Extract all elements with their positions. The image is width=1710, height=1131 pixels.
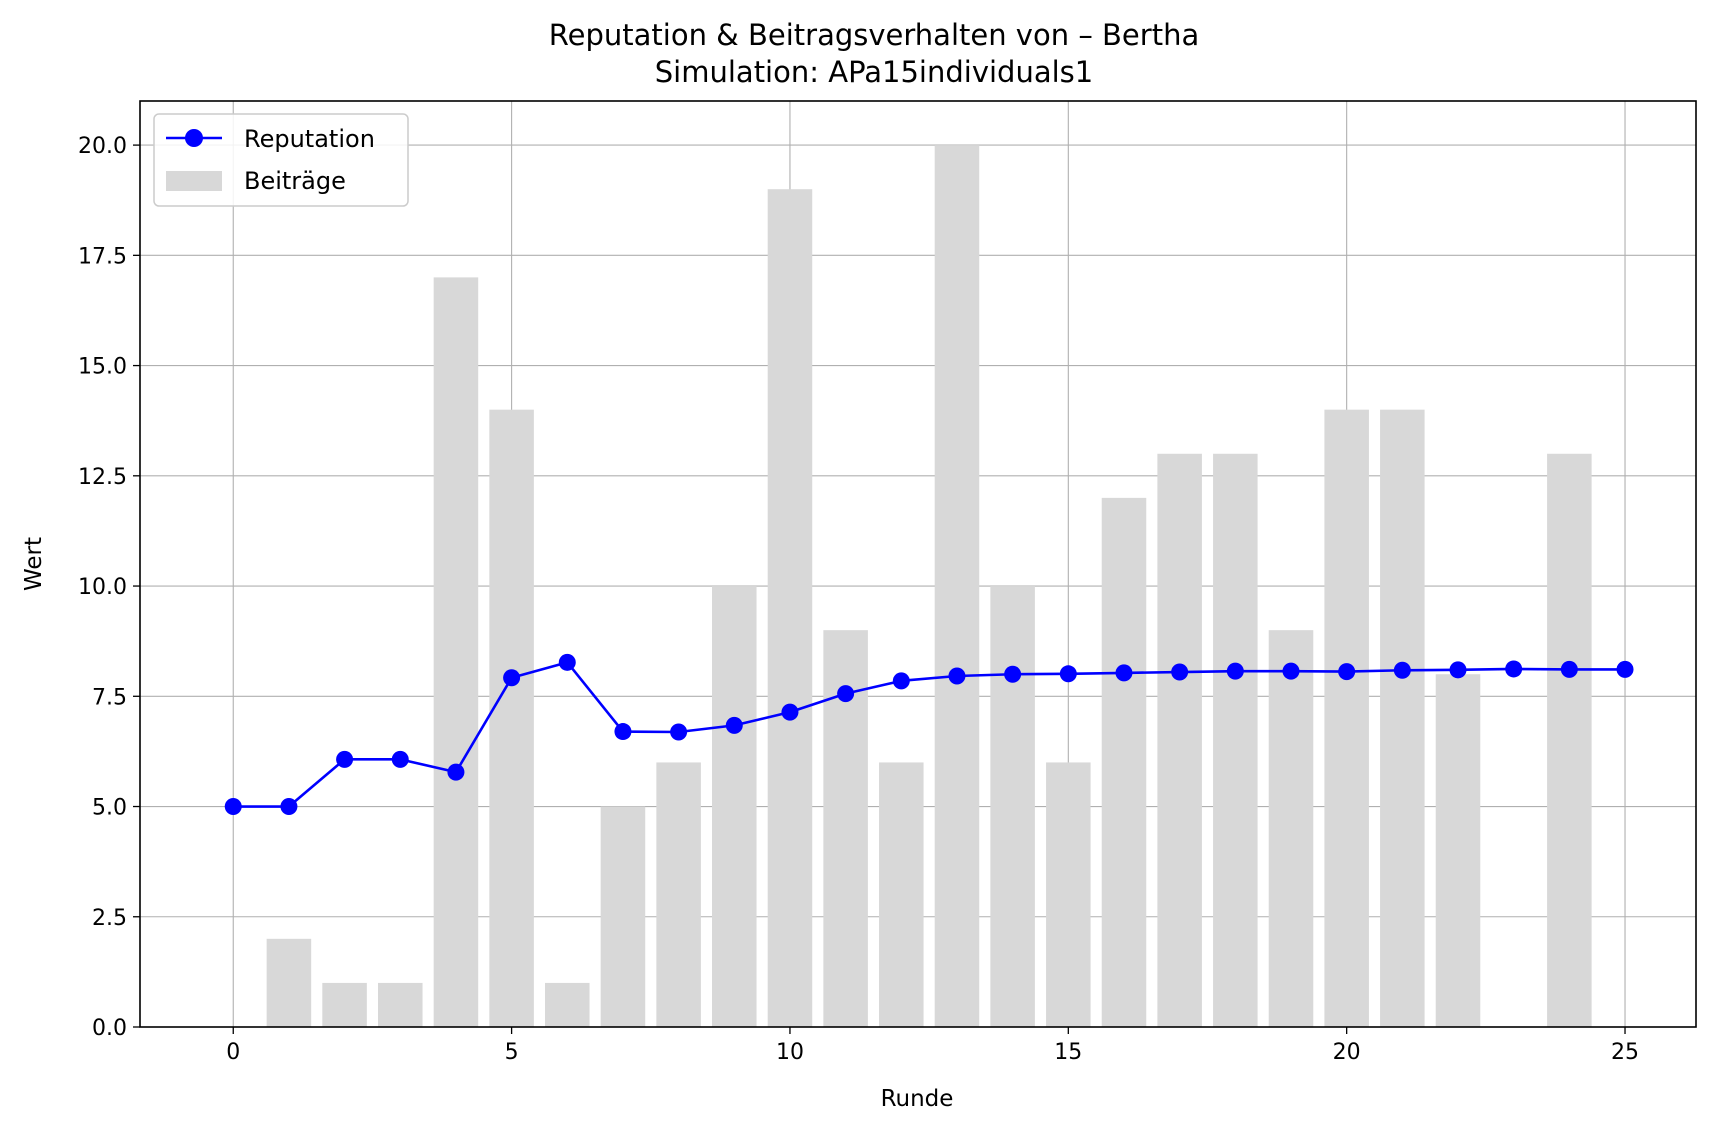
contribution-bar — [1324, 409, 1369, 1028]
reputation-point — [725, 716, 743, 734]
y-tick-label: 2.5 — [92, 906, 127, 931]
y-tick-label: 5.0 — [92, 796, 127, 821]
reputation-point — [670, 723, 688, 741]
reputation-point — [336, 750, 354, 768]
contribution-bar — [1046, 762, 1091, 1027]
reputation-point — [1560, 660, 1578, 678]
y-axis-label: Wert — [21, 537, 47, 591]
reputation-point — [280, 798, 298, 816]
contribution-bar — [1547, 453, 1592, 1027]
reputation-point — [224, 798, 242, 816]
chart-subtitle: Simulation: APa15individuals1 — [655, 55, 1093, 89]
legend-reputation-label: Reputation — [244, 125, 375, 153]
reputation-point — [1282, 662, 1300, 680]
contribution-bar — [433, 277, 479, 1027]
x-tick-label: 15 — [1054, 1040, 1082, 1065]
x-tick-label: 5 — [505, 1040, 519, 1065]
x-tick-label: 25 — [1611, 1040, 1639, 1065]
reputation-point — [948, 667, 966, 685]
contribution-bar — [1380, 409, 1425, 1028]
reputation-point — [1004, 665, 1022, 683]
reputation-point — [1505, 660, 1523, 678]
legend: Reputation Beiträge — [153, 113, 409, 207]
contribution-bar — [322, 982, 367, 1027]
reputation-point — [1449, 661, 1467, 679]
contribution-bars — [266, 145, 1592, 1028]
reputation-point — [391, 750, 409, 768]
reputation-point — [1059, 665, 1077, 683]
x-tick-label: 20 — [1333, 1040, 1361, 1065]
contribution-bar — [1101, 497, 1147, 1027]
contribution-bar — [656, 762, 701, 1027]
reputation-point — [1393, 661, 1411, 679]
y-tick-label: 10.0 — [78, 575, 127, 600]
y-tick-label: 15.0 — [78, 355, 127, 380]
x-tick-label: 10 — [776, 1040, 804, 1065]
reputation-point — [447, 763, 465, 781]
reputation-point — [503, 669, 521, 687]
reputation-point — [781, 703, 799, 721]
reputation-point — [837, 685, 855, 703]
reputation-line — [224, 653, 1634, 816]
y-tick-label: 17.5 — [78, 244, 127, 269]
x-tick-label: 0 — [226, 1040, 240, 1065]
y-tick-label: 0.0 — [92, 1016, 127, 1041]
reputation-point — [1616, 660, 1634, 678]
contribution-bar — [1157, 453, 1202, 1027]
contribution-bar — [1213, 453, 1258, 1027]
reputation-point — [1115, 664, 1133, 682]
contribution-bar — [266, 938, 312, 1027]
reputation-line-path — [233, 661, 1626, 808]
reputation-point — [892, 672, 910, 690]
reputation-point — [1338, 663, 1356, 681]
y-tick-label: 12.5 — [78, 465, 127, 490]
contribution-bar — [1268, 630, 1314, 1027]
axis-ticks: 0 5 10 15 20 25 0.0 2.5 5.0 7.5 10.0 12.5 15.0 17.5 20… — [78, 134, 1639, 1065]
reputation-point — [1226, 662, 1244, 680]
chart-title: Reputation & Beitragsverhalten von – Ber… — [549, 18, 1199, 52]
y-tick-label: 20.0 — [78, 134, 127, 159]
contribution-bar — [767, 189, 813, 1027]
reputation-point — [558, 653, 576, 671]
reputation-point — [614, 723, 632, 741]
reputation-point — [1171, 663, 1189, 681]
contribution-bar — [489, 409, 534, 1028]
contribution-bar — [934, 145, 980, 1028]
contribution-bar — [1435, 674, 1481, 1027]
contribution-bar — [377, 982, 423, 1027]
y-tick-label: 7.5 — [92, 685, 127, 710]
contribution-bar — [990, 586, 1035, 1027]
legend-beitraege-swatch-icon — [166, 171, 222, 191]
contribution-bar — [600, 806, 646, 1027]
x-axis-label: Runde — [881, 1086, 954, 1112]
legend-reputation-marker-icon — [185, 129, 203, 147]
contribution-bar — [712, 586, 757, 1027]
contribution-bar — [879, 762, 924, 1027]
contribution-bar — [545, 982, 590, 1027]
legend-beitraege-label: Beiträge — [244, 167, 346, 195]
plot-frame — [139, 100, 1697, 1028]
